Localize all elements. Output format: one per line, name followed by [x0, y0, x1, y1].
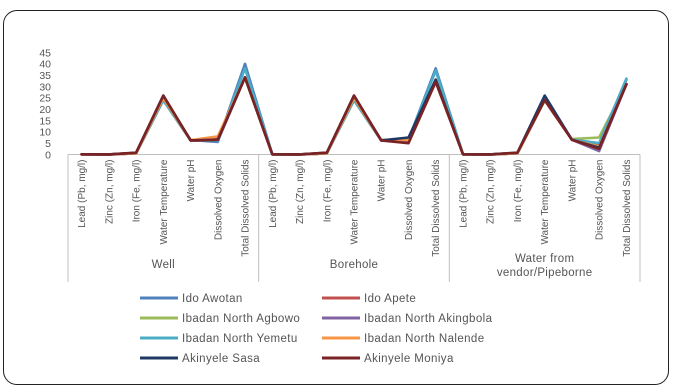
- x-category-label: Water pH: [377, 160, 388, 202]
- y-tick-label: 0: [45, 149, 51, 161]
- x-category-label: Total Dissolved Solids: [241, 159, 252, 256]
- legend-label: Akinyele Moniya: [364, 353, 454, 365]
- series-line-5: [80, 76, 628, 156]
- x-category-label: Total Dissolved Solids: [622, 160, 633, 257]
- x-category-label: Water pH: [567, 160, 578, 202]
- series-line-1: [80, 76, 628, 156]
- chart-frame: [3, 10, 669, 385]
- legend-label: Akinyele Sasa: [182, 353, 260, 365]
- series-line-7: [80, 76, 628, 156]
- x-category-label: Water pH: [186, 160, 197, 202]
- x-category-label: Zinc (Zn, mg/l): [486, 160, 497, 224]
- legend-label: Ido Awotan: [182, 293, 243, 305]
- x-category-label: Iron (Fe, mg/l): [322, 160, 333, 223]
- x-category-label: Water Temperature: [159, 159, 170, 244]
- x-category-label: Iron (Fe, mg/l): [513, 160, 524, 223]
- y-tick-label: 10: [39, 127, 51, 139]
- x-category-label: Total Dissolved Solids: [431, 160, 442, 257]
- y-tick-label: 35: [39, 70, 51, 82]
- legend-label: Ido Apete: [364, 293, 416, 305]
- x-category-label: Lead (Pb, mg/l): [268, 160, 279, 228]
- group-label: Water from vendor/Pipeborne: [497, 253, 593, 279]
- x-category-label: Zinc (Zn, mg/l): [295, 160, 306, 224]
- y-tick-label: 30: [39, 81, 51, 93]
- x-category-label: Water Temperature: [350, 159, 361, 244]
- series-line-2: [80, 76, 628, 156]
- series-line-4: [80, 67, 628, 156]
- x-category-label: Lead (Pb, mg/l): [77, 160, 88, 228]
- series-line-0: [80, 62, 628, 156]
- x-category-label: Iron (Fe, mg/l): [132, 160, 143, 223]
- legend-label: Ibadan North Agbowo: [182, 313, 300, 325]
- y-tick-label: 5: [45, 138, 51, 150]
- x-category-label: Water Temperature: [540, 159, 551, 244]
- group-label: Well: [152, 259, 175, 271]
- y-tick-label: 25: [39, 93, 51, 105]
- legend-label: Ibadan North Yemetu: [182, 333, 298, 345]
- x-category-label: Dissolved Oxygen: [595, 160, 606, 241]
- y-tick-label: 20: [39, 104, 51, 116]
- x-category-label: Lead (Pb, mg/l): [458, 160, 469, 228]
- legend-label: Ibadan North Akingbola: [364, 313, 493, 325]
- series-line-3: [80, 76, 628, 156]
- y-tick-label: 45: [39, 47, 51, 59]
- x-category-label: Dissolved Oxygen: [404, 160, 415, 241]
- y-tick-label: 15: [39, 115, 51, 127]
- x-category-label: Zinc (Zn, mg/l): [104, 160, 115, 224]
- legend-label: Ibadan North Nalende: [364, 333, 485, 345]
- series-line-6: [80, 76, 628, 156]
- group-label: Borehole: [330, 259, 378, 271]
- x-category-label: Dissolved Oxygen: [213, 159, 224, 240]
- y-tick-label: 40: [39, 59, 51, 71]
